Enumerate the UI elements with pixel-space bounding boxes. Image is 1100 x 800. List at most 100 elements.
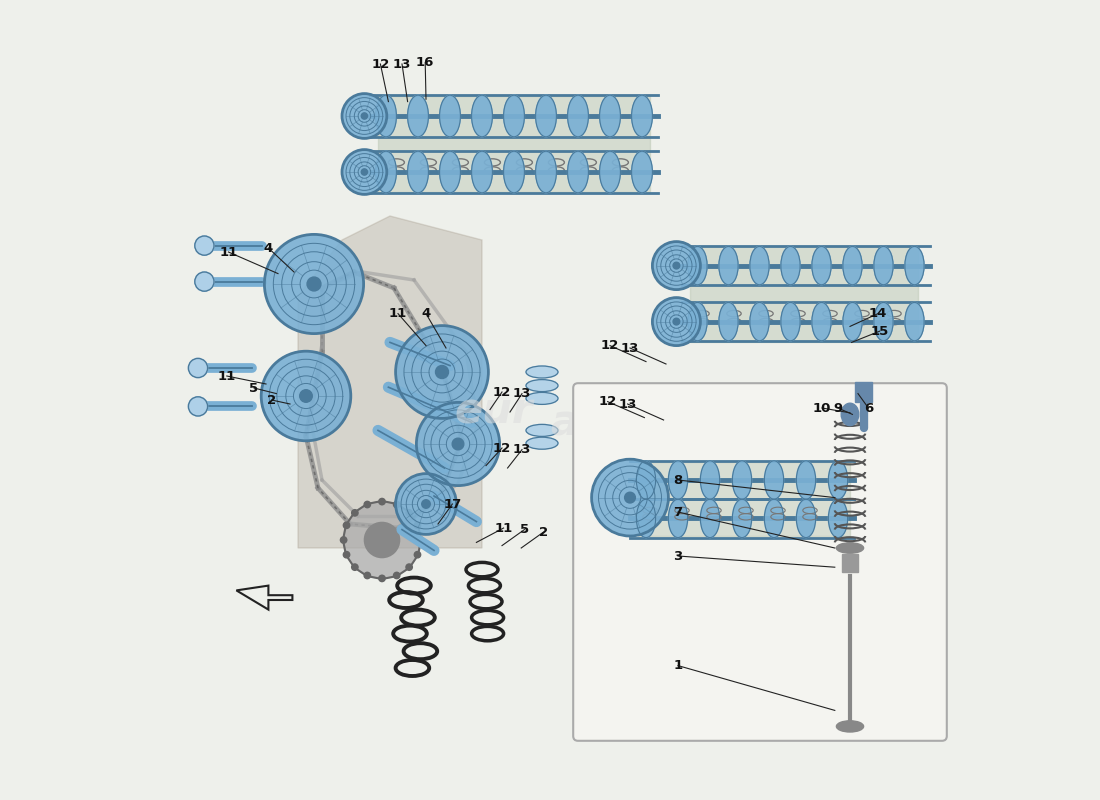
Ellipse shape	[637, 461, 656, 499]
Circle shape	[307, 277, 321, 291]
Ellipse shape	[408, 151, 428, 193]
Text: 11: 11	[218, 370, 235, 382]
Text: 2: 2	[539, 526, 548, 538]
Ellipse shape	[828, 499, 848, 538]
Circle shape	[592, 459, 669, 536]
Text: 3: 3	[673, 550, 683, 562]
Ellipse shape	[526, 424, 558, 437]
Circle shape	[299, 390, 312, 402]
Text: 15: 15	[870, 325, 889, 338]
Ellipse shape	[828, 461, 848, 499]
Text: 13: 13	[513, 387, 531, 400]
Circle shape	[195, 236, 214, 255]
Circle shape	[361, 169, 367, 175]
Text: 14: 14	[869, 307, 888, 320]
Ellipse shape	[526, 392, 558, 404]
Ellipse shape	[733, 499, 751, 538]
Text: 6: 6	[864, 402, 873, 414]
Ellipse shape	[812, 246, 832, 285]
Ellipse shape	[873, 246, 893, 285]
Ellipse shape	[719, 246, 738, 285]
Ellipse shape	[796, 461, 815, 499]
Circle shape	[378, 575, 385, 582]
Text: 13: 13	[618, 398, 637, 410]
Circle shape	[361, 113, 367, 119]
Ellipse shape	[669, 461, 688, 499]
Ellipse shape	[440, 95, 461, 137]
Ellipse shape	[600, 95, 620, 137]
Circle shape	[673, 262, 680, 269]
Text: 7: 7	[673, 506, 683, 518]
Ellipse shape	[568, 151, 588, 193]
Text: 5: 5	[250, 382, 258, 394]
Circle shape	[352, 510, 358, 516]
Ellipse shape	[873, 302, 893, 341]
Ellipse shape	[733, 461, 751, 499]
Bar	[690, 246, 918, 342]
Text: ares: ares	[550, 403, 651, 445]
Bar	[378, 96, 650, 192]
Ellipse shape	[568, 95, 588, 137]
Circle shape	[340, 537, 346, 543]
Ellipse shape	[781, 246, 800, 285]
Ellipse shape	[631, 151, 652, 193]
Circle shape	[421, 500, 430, 508]
Ellipse shape	[750, 246, 769, 285]
Ellipse shape	[764, 461, 783, 499]
Circle shape	[188, 397, 208, 416]
Ellipse shape	[504, 151, 525, 193]
Text: 16: 16	[416, 56, 434, 69]
Text: 12: 12	[372, 58, 389, 70]
Ellipse shape	[843, 246, 862, 285]
Ellipse shape	[504, 95, 525, 137]
Circle shape	[396, 326, 488, 418]
Circle shape	[406, 564, 412, 570]
Ellipse shape	[526, 366, 558, 378]
Ellipse shape	[375, 95, 396, 137]
Circle shape	[188, 358, 208, 378]
Text: 13: 13	[513, 443, 531, 456]
Ellipse shape	[472, 95, 493, 137]
Ellipse shape	[526, 437, 558, 450]
Circle shape	[673, 318, 680, 325]
Ellipse shape	[796, 499, 815, 538]
Ellipse shape	[764, 499, 783, 538]
Text: 12: 12	[601, 339, 619, 352]
Circle shape	[343, 522, 350, 529]
Circle shape	[352, 564, 358, 570]
Text: 2: 2	[267, 394, 276, 406]
Circle shape	[342, 150, 387, 194]
Ellipse shape	[905, 246, 924, 285]
Circle shape	[625, 492, 636, 503]
Ellipse shape	[472, 151, 493, 193]
Text: 4: 4	[264, 242, 273, 254]
Circle shape	[417, 402, 499, 486]
Ellipse shape	[408, 95, 428, 137]
Polygon shape	[298, 216, 482, 548]
Text: 17: 17	[443, 498, 462, 510]
Text: 13: 13	[620, 342, 639, 354]
Text: 11: 11	[389, 307, 407, 320]
Ellipse shape	[836, 721, 864, 732]
Circle shape	[195, 272, 214, 291]
Text: 9: 9	[834, 402, 843, 414]
Text: 5: 5	[520, 523, 529, 536]
Ellipse shape	[536, 151, 557, 193]
Circle shape	[406, 510, 412, 516]
Circle shape	[378, 498, 385, 505]
FancyBboxPatch shape	[573, 383, 947, 741]
Circle shape	[342, 94, 387, 138]
Text: 12: 12	[493, 386, 512, 398]
Ellipse shape	[637, 499, 656, 538]
Circle shape	[394, 502, 400, 508]
Ellipse shape	[688, 246, 707, 285]
Text: eur: eur	[454, 391, 532, 433]
Ellipse shape	[536, 95, 557, 137]
Ellipse shape	[842, 403, 859, 426]
Circle shape	[343, 551, 350, 558]
Ellipse shape	[701, 461, 719, 499]
Text: 12: 12	[493, 442, 512, 454]
Circle shape	[364, 522, 399, 558]
Circle shape	[261, 351, 351, 441]
Ellipse shape	[905, 302, 924, 341]
